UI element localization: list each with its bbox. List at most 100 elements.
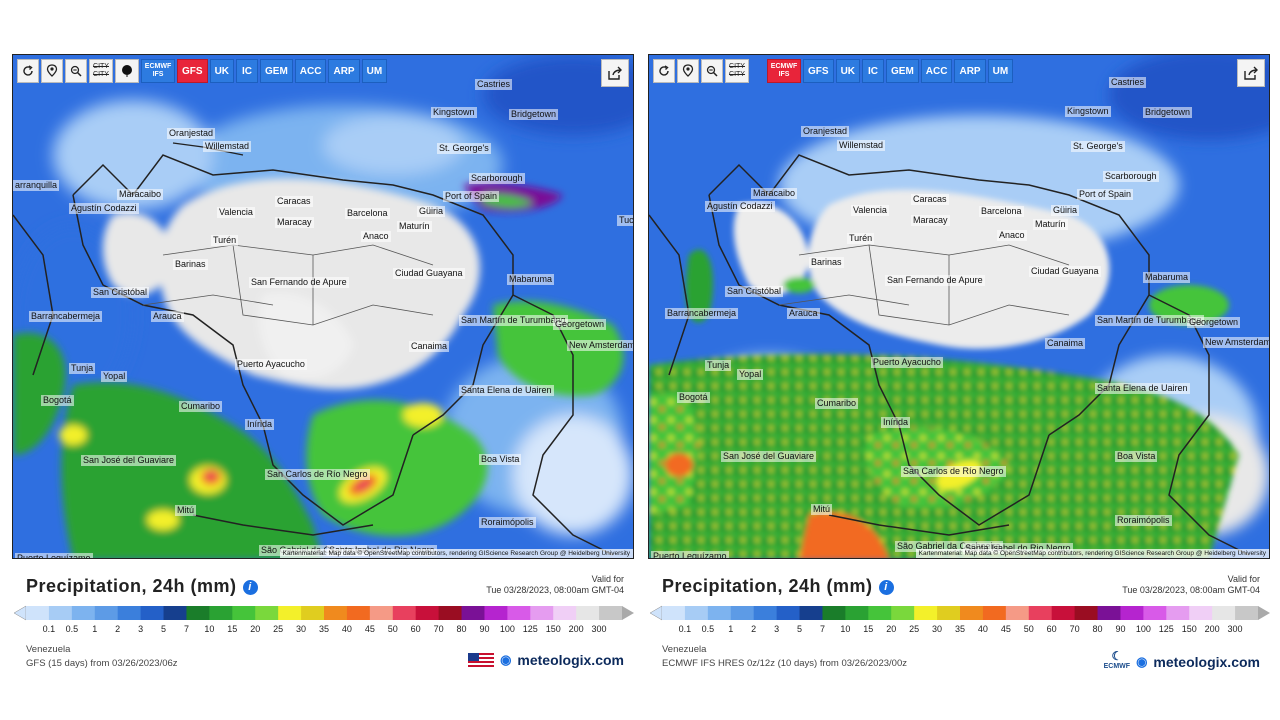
city-label: Puerto Leguízamo (15, 553, 93, 558)
legend-swatch (209, 606, 233, 620)
model-gfs-button[interactable]: GFS (803, 59, 834, 83)
legend-swatch (799, 606, 823, 620)
map-title: Precipitation, 24h (mm) i (662, 576, 894, 597)
location-pin-icon[interactable] (677, 59, 699, 83)
legend-swatch (255, 606, 279, 620)
legend-tick-label: 45 (364, 624, 375, 634)
share-icon[interactable] (1237, 59, 1265, 87)
legend-tick-label: 2 (115, 624, 121, 634)
legend-swatch (937, 606, 961, 620)
city-label: Oranjestad (801, 126, 850, 137)
model-acc-button[interactable]: ACC (294, 59, 327, 83)
model-uk-button[interactable]: UK (835, 59, 861, 83)
map-title: Precipitation, 24h (mm) i (26, 576, 258, 597)
refresh-icon[interactable] (653, 59, 675, 83)
legend-tick-label: 150 (1181, 624, 1197, 634)
city-label: Güiria (1051, 205, 1080, 216)
share-icon[interactable] (601, 59, 629, 87)
legend-tick-label: 45 (1000, 624, 1011, 634)
valid-time: Tue 03/28/2023, 08:00am GMT-04 (486, 585, 624, 595)
model-gem-button[interactable]: GEM (886, 59, 919, 83)
model-source-label: GFS (15 days) from 03/26/2023/06z (26, 658, 178, 669)
legend-swatch (891, 606, 915, 620)
model-gfs-button[interactable]: GFS (177, 59, 208, 83)
legend-swatch (553, 606, 577, 620)
model-ecmwf-ifs-button[interactable]: ECMWF IFS (141, 59, 175, 83)
model-uk-button[interactable]: UK (209, 59, 235, 83)
model-arp-button[interactable]: ARP (328, 59, 360, 83)
valid-label: Valid for (591, 574, 624, 584)
city-label: Cumaribo (179, 401, 223, 412)
legend-swatch (94, 606, 119, 620)
legend-tick-label: 30 (296, 624, 307, 634)
brand[interactable]: ◉ meteologix.com (468, 652, 624, 668)
precipitation-legend-bar (14, 605, 634, 621)
legend-arrow-right (1258, 606, 1270, 620)
city-label: San Fernando de Apure (885, 275, 985, 286)
legend-tick-label: 0.5 (65, 624, 79, 634)
city-label: Santa Isabel do Rio Negro (963, 543, 1073, 554)
city-label: Maturín (397, 221, 432, 232)
city-toggle-button[interactable]: CITY CITY (89, 59, 113, 83)
model-ecmwf-ifs-button[interactable]: ECMWF IFS (767, 59, 801, 83)
info-icon[interactable]: i (878, 580, 894, 595)
city-label: Turén (847, 233, 875, 244)
legend-tick-label: 60 (410, 624, 421, 634)
city-label: St. George's (1071, 141, 1125, 152)
city-label: Arauca (787, 308, 820, 319)
legend-tick-label: 35 (318, 624, 330, 634)
legend-tick-label: 300 (1227, 624, 1243, 634)
legend-tick-label: 200 (568, 624, 584, 634)
city-toggle-button[interactable]: CITY CITY (725, 59, 749, 83)
legend-swatch (822, 606, 846, 620)
model-um-button[interactable]: UM (987, 59, 1014, 83)
brand[interactable]: ☾ ECMWF ◉ meteologix.com (1103, 650, 1260, 671)
city-label: Barrancabermeja (665, 308, 739, 319)
zoom-out-icon[interactable] (65, 59, 87, 83)
ecmwf-panel: CITY CITY ECMWF IFS GFS UK IC GEM ACC AR… (648, 54, 1270, 694)
city-label: St. George's (437, 143, 491, 154)
legend-swatch (232, 606, 256, 620)
legend-tick-label: 70 (1069, 624, 1080, 634)
legend-swatch (117, 606, 142, 620)
city-label: arranquilla (13, 180, 60, 191)
model-acc-button[interactable]: ACC (920, 59, 953, 83)
refresh-icon[interactable] (17, 59, 39, 83)
model-gem-button[interactable]: GEM (260, 59, 293, 83)
location-pin-icon[interactable] (41, 59, 63, 83)
model-ic-button[interactable]: IC (236, 59, 259, 83)
gfs-precipitation-map[interactable]: CITY CITY ECMWF IFS GFS UK IC GEM ACC AR… (12, 54, 634, 559)
model-arp-button[interactable]: ARP (954, 59, 986, 83)
toolbar-spacer (751, 59, 765, 83)
legend-swatch (1051, 606, 1076, 620)
city-label: Caracas (275, 196, 313, 207)
legend-tick-label: 15 (227, 624, 238, 634)
city-label: Maracay (911, 215, 950, 226)
city-label: São Gabriel da Cachoeira (895, 541, 1003, 552)
valid-time: Tue 03/28/2023, 08:00am GMT-04 (1122, 585, 1260, 595)
legend-tick-label: 0.1 (678, 624, 692, 634)
ecmwf-map-layer (649, 55, 1269, 558)
legend-tick-label: 20 (886, 624, 897, 634)
dot-icon[interactable] (115, 59, 139, 83)
model-um-button[interactable]: UM (361, 59, 388, 83)
model-ic-button[interactable]: IC (862, 59, 885, 83)
zoom-out-icon[interactable] (701, 59, 723, 83)
ecmwf-logo-text: ECMWF (1103, 663, 1131, 670)
city-label: Mitú (175, 505, 197, 516)
city-label: Bogotá (677, 392, 710, 403)
info-icon[interactable]: i (242, 580, 258, 595)
legend-swatch (1097, 606, 1121, 620)
city-label: Maracaibo (751, 188, 798, 199)
legend-swatch (301, 606, 325, 620)
legend-tick-label: 3 (774, 624, 780, 634)
city-label: Inírida (245, 419, 275, 430)
legend-tick-label: 90 (479, 624, 490, 634)
city-label: San Cristóbal (725, 286, 784, 297)
city-label: Puerto Ayacucho (235, 359, 307, 370)
legend-swatch (707, 606, 732, 620)
ecmwf-map-toolbar: CITY CITY ECMWF IFS GFS UK IC GEM ACC AR… (653, 59, 1014, 83)
legend-tick-label: 10 (204, 624, 215, 634)
gfs-map-toolbar: CITY CITY ECMWF IFS GFS UK IC GEM ACC AR… (17, 59, 388, 83)
ecmwf-precipitation-map[interactable]: CITY CITY ECMWF IFS GFS UK IC GEM ACC AR… (648, 54, 1270, 559)
